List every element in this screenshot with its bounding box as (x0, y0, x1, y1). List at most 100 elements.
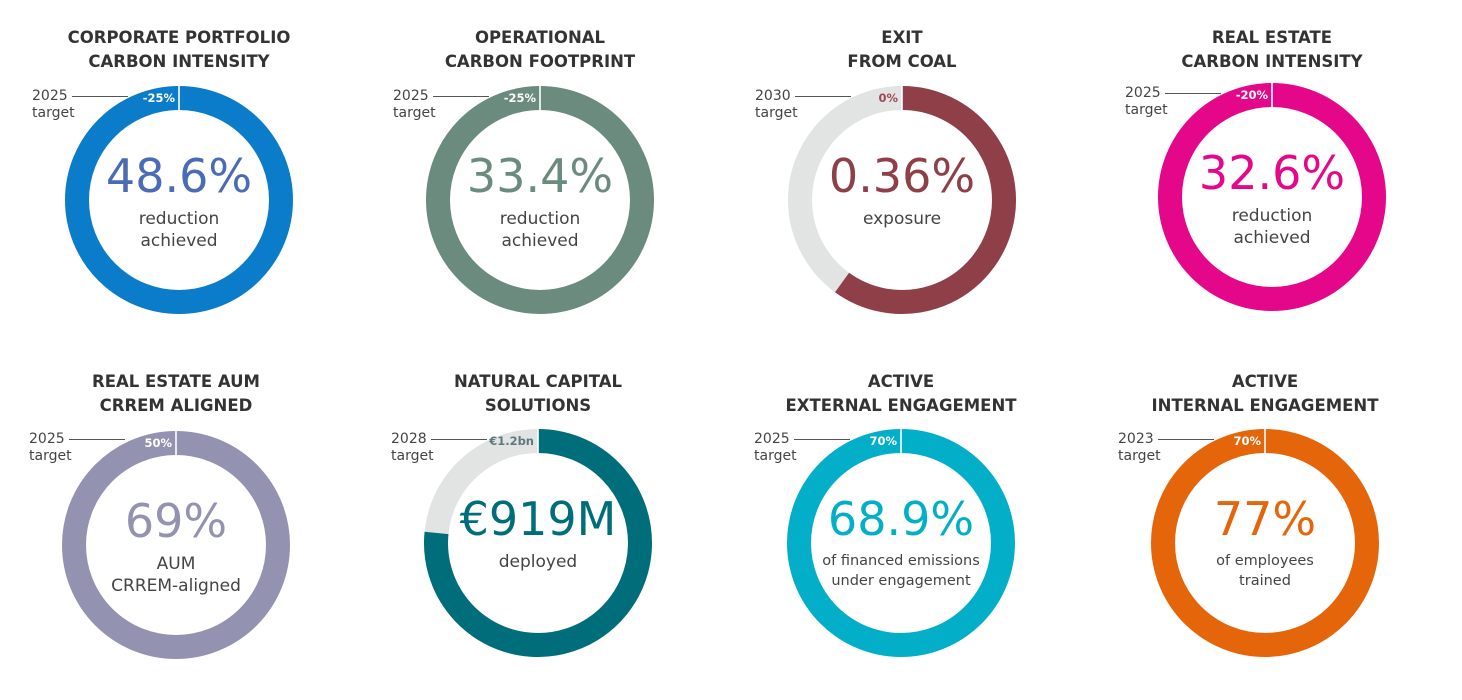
donut-ring: 70% (787, 429, 1015, 657)
donut-progress-arc (835, 86, 1016, 314)
target-value-label: €1.2bn (488, 434, 534, 448)
kpi-description: exposure (812, 208, 992, 230)
target-value-label: 70% (1233, 434, 1261, 448)
target-leader-line (795, 96, 851, 97)
target-leader-line (69, 439, 125, 440)
target-text-line: target (755, 105, 798, 121)
kpi-value: 48.6% (105, 149, 253, 203)
target-text-line: 2025 (754, 431, 790, 447)
target-leader-line (794, 439, 850, 440)
kpi-title: OPERATIONAL CARBON FOOTPRINT (375, 26, 705, 74)
kpi-description: AUM CRREM-aligned (86, 553, 266, 597)
kpi-title-line: ACTIVE (867, 372, 935, 391)
donut-ring: -25% (65, 86, 293, 314)
kpi-value: 0.36% (828, 149, 976, 203)
kpi-title-line: CARBON INTENSITY (1181, 52, 1363, 71)
donut-ring: 50% (62, 431, 290, 659)
kpi-title-line: INTERNAL ENGAGEMENT (1151, 396, 1379, 415)
target-text-line: target (391, 448, 434, 464)
target-leader-line (433, 96, 489, 97)
kpi-title: ACTIVE EXTERNAL ENGAGEMENT (736, 370, 1066, 418)
target-text-line: target (1118, 448, 1161, 464)
target-text-line: target (1125, 102, 1168, 118)
target-text-line: 2028 (391, 431, 427, 447)
kpi-title: REAL ESTATE CARBON INTENSITY (1107, 26, 1437, 74)
target-text-line: target (393, 105, 436, 121)
kpi-title-line: REAL ESTATE (1211, 28, 1333, 47)
kpi-description-line: of employees (1216, 553, 1314, 569)
target-text-line: 2025 (29, 431, 65, 447)
kpi-description: reduction achieved (1182, 205, 1362, 249)
kpi-description: deployed (448, 551, 628, 573)
kpi-title-line: CRREM ALIGNED (99, 396, 253, 415)
kpi-description-line: AUM (156, 554, 196, 574)
kpi-description: reduction achieved (89, 208, 269, 252)
kpi-title-line: OPERATIONAL (474, 28, 606, 47)
target-value-label: 50% (144, 436, 172, 450)
kpi-description-line: CRREM-aligned (111, 576, 241, 596)
kpi-title-line: REAL ESTATE AUM (92, 372, 260, 391)
kpi-description-line: of financed emissions (822, 553, 980, 569)
target-year-label: 2025 target (29, 431, 72, 465)
kpi-value: 69% (124, 494, 228, 548)
kpi-value: 33.4% (466, 149, 614, 203)
kpi-description: reduction achieved (450, 208, 630, 252)
kpi-title: REAL ESTATE AUM CRREM ALIGNED (11, 370, 341, 418)
kpi-description-line: reduction (138, 209, 220, 229)
donut-ring: 0% (788, 86, 1016, 314)
kpi-title-line: CARBON FOOTPRINT (444, 52, 636, 71)
kpi-description-line: under engagement (831, 573, 971, 589)
kpi-title-line: CORPORATE PORTFOLIO (67, 28, 291, 47)
kpi-title-line: CARBON INTENSITY (88, 52, 270, 71)
kpi-title-line: EXTERNAL ENGAGEMENT (785, 396, 1017, 415)
target-year-label: 2025 target (754, 431, 797, 465)
kpi-description-line: achieved (1233, 228, 1311, 248)
kpi-description-line: deployed (498, 552, 578, 572)
kpi-title-line: FROM COAL (847, 52, 957, 71)
kpi-title: ACTIVE INTERNAL ENGAGEMENT (1100, 370, 1430, 418)
kpi-description-line: achieved (501, 231, 579, 251)
target-value-label: 0% (878, 91, 898, 105)
kpi-description-line: achieved (140, 231, 218, 251)
target-value-label: -25% (504, 91, 537, 105)
kpi-value: €919M (459, 492, 617, 546)
kpi-value: 68.9% (827, 492, 975, 546)
kpi-title: NATURAL CAPITAL SOLUTIONS (373, 370, 703, 418)
target-text-line: 2025 (1125, 85, 1161, 101)
target-leader-line (431, 439, 487, 440)
target-leader-line (72, 96, 128, 97)
kpi-title-line: ACTIVE (1231, 372, 1299, 391)
kpi-description-line: reduction (499, 209, 581, 229)
kpi-description-line: trained (1239, 573, 1291, 589)
target-text-line: target (32, 105, 75, 121)
donut-ring: -20% (1158, 83, 1386, 311)
target-text-line: 2025 (393, 88, 429, 104)
target-text-line: target (29, 448, 72, 464)
kpi-title-line: NATURAL CAPITAL (453, 372, 623, 391)
target-value-label: -25% (143, 91, 176, 105)
target-year-label: 2028 target (391, 431, 434, 465)
target-year-label: 2025 target (1125, 85, 1168, 119)
kpi-description-line: reduction (1231, 206, 1313, 226)
donut-ring: €1.2bn (424, 429, 652, 657)
target-text-line: target (754, 448, 797, 464)
target-text-line: 2030 (755, 88, 791, 104)
kpi-value: 77% (1213, 492, 1317, 546)
kpi-description: of financed emissions under engagement (811, 551, 991, 591)
kpi-title: CORPORATE PORTFOLIO CARBON INTENSITY (14, 26, 344, 74)
kpi-description-line: exposure (862, 209, 942, 229)
target-year-label: 2025 target (32, 88, 75, 122)
donut-progress-arc (424, 429, 652, 657)
target-value-label: 70% (869, 434, 897, 448)
target-text-line: 2023 (1118, 431, 1154, 447)
kpi-value: 32.6% (1198, 146, 1346, 200)
target-value-label: -20% (1236, 88, 1269, 102)
target-leader-line (1158, 439, 1214, 440)
kpi-title-line: EXIT (881, 28, 923, 47)
target-year-label: 2030 target (755, 88, 798, 122)
target-year-label: 2023 target (1118, 431, 1161, 465)
target-year-label: 2025 target (393, 88, 436, 122)
kpi-title-line: SOLUTIONS (484, 396, 592, 415)
kpi-description: of employees trained (1175, 551, 1355, 591)
target-text-line: 2025 (32, 88, 68, 104)
